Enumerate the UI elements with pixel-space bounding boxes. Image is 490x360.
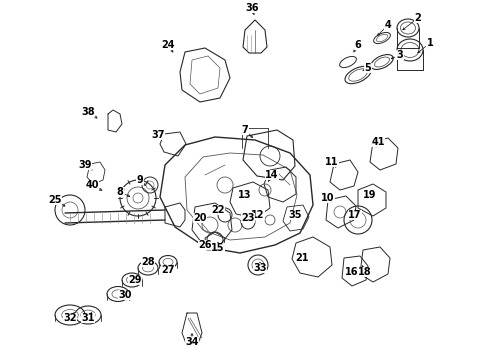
Text: 40: 40: [85, 180, 99, 190]
Text: 32: 32: [63, 313, 77, 323]
Text: 35: 35: [288, 210, 302, 220]
Text: 41: 41: [371, 137, 385, 147]
Text: 36: 36: [245, 3, 259, 13]
Text: 14: 14: [265, 170, 279, 180]
Text: 10: 10: [321, 193, 335, 203]
Text: 19: 19: [363, 190, 377, 200]
Text: 38: 38: [81, 107, 95, 117]
Text: 3: 3: [396, 50, 403, 60]
Text: 5: 5: [365, 63, 371, 73]
Text: 20: 20: [193, 213, 207, 223]
Text: 11: 11: [325, 157, 339, 167]
Text: 15: 15: [211, 243, 225, 253]
Text: 23: 23: [241, 213, 255, 223]
Text: 13: 13: [238, 190, 252, 200]
Text: 26: 26: [198, 240, 212, 250]
Text: 31: 31: [81, 313, 95, 323]
Text: 39: 39: [78, 160, 92, 170]
Text: 21: 21: [295, 253, 309, 263]
Text: 22: 22: [211, 205, 225, 215]
Text: 12: 12: [251, 210, 265, 220]
Text: 7: 7: [242, 125, 248, 135]
Text: 33: 33: [253, 263, 267, 273]
Text: 4: 4: [385, 20, 392, 30]
Text: 16: 16: [345, 267, 359, 277]
Text: 37: 37: [151, 130, 165, 140]
Text: 17: 17: [348, 210, 362, 220]
Text: 2: 2: [415, 13, 421, 23]
Text: 34: 34: [185, 337, 199, 347]
Text: 24: 24: [161, 40, 175, 50]
Text: 9: 9: [137, 175, 144, 185]
Text: 18: 18: [358, 267, 372, 277]
Text: 27: 27: [161, 265, 175, 275]
Text: 6: 6: [355, 40, 362, 50]
Text: 28: 28: [141, 257, 155, 267]
Text: 30: 30: [118, 290, 132, 300]
Text: 29: 29: [128, 275, 142, 285]
Text: 25: 25: [48, 195, 62, 205]
Text: 8: 8: [117, 187, 123, 197]
Text: 1: 1: [427, 38, 433, 48]
